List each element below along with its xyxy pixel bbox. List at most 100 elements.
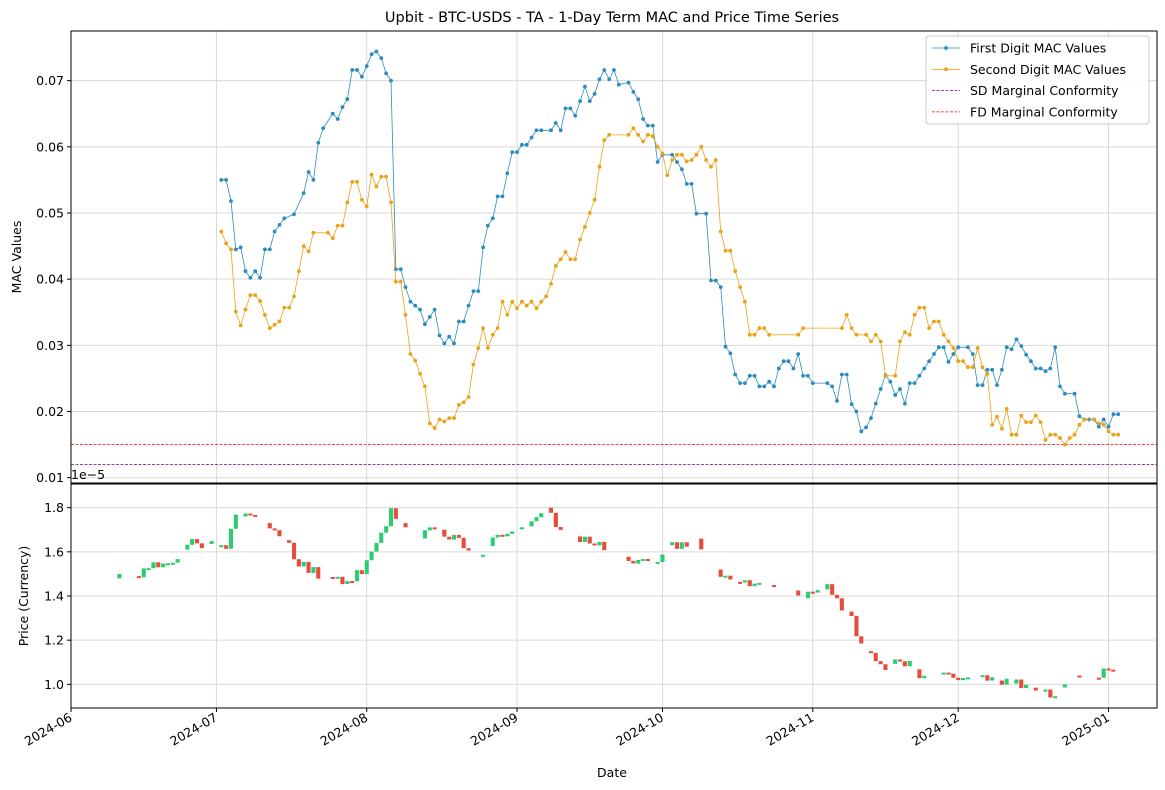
candle-up [922,675,927,679]
candle-down [946,672,951,675]
second-digit-mac-values-point [660,151,665,156]
first-digit-mac-values-point [335,117,340,121]
candle-up [170,562,175,565]
second-digit-mac-values-point [626,133,631,137]
first-digit-mac-values-point [1111,412,1116,417]
first-digit-mac-values-point [1116,412,1121,417]
second-digit-mac-values-point [946,339,951,344]
second-digit-mac-values-point [233,309,238,314]
first-digit-mac-values-point [636,97,641,102]
first-digit-mac-values-point [772,384,776,389]
candle-down [699,538,704,550]
first-digit-mac-values-point [384,71,388,76]
candle-up [219,545,224,548]
second-digit-mac-values-point [393,279,398,284]
first-digit-mac-values-point [922,366,927,371]
first-digit-mac-values-point [956,345,961,350]
second-digit-mac-values-point [384,174,388,179]
first-digit-mac-values-point [292,212,296,217]
candle-up [161,563,166,568]
second-digit-mac-values-point [427,421,432,426]
second-digit-mac-values-point [481,326,485,330]
second-digit-mac-values-point [369,172,374,177]
first-digit-mac-values-point [966,345,970,350]
first-digit-mac-values-point [505,171,510,176]
second-digit-mac-values-point [1038,420,1043,424]
first-digit-mac-values-point [825,381,830,385]
second-digit-mac-values-point [277,319,282,324]
candle-down [316,567,321,579]
mac-y-tick-label-0-06: 0.06 [36,139,64,154]
first-digit-mac-values-point [263,247,267,252]
candle-up [364,560,369,575]
second-digit-mac-values-point [1067,436,1072,440]
second-digit-mac-values-point [442,419,447,424]
first-digit-mac-values-point [369,52,374,57]
first-digit-mac-values-point [423,322,427,327]
mac-y-tick-label-0-02: 0.02 [36,404,64,419]
candle-down [859,636,864,644]
second-digit-mac-values-point [1116,432,1121,437]
first-digit-mac-values-point [490,216,495,221]
first-digit-mac-values-point [301,191,306,196]
candle-up [723,575,728,578]
first-digit-mac-values-point [917,373,922,378]
candle-up [990,677,995,681]
second-digit-mac-values-point [970,365,975,370]
second-digit-mac-values-point [743,299,747,304]
candle-down [350,581,355,583]
candle-up [175,559,180,563]
legend-label: SD Marginal Conformity [970,83,1119,98]
second-digit-mac-values-point [471,362,476,367]
second-digit-mac-values-point [534,306,539,311]
first-digit-mac-values-point [951,352,956,356]
candle-down [1048,689,1053,698]
first-digit-mac-values-point [743,381,747,385]
mac-y-axis-title: MAC Values [9,221,24,294]
first-digit-mac-values-point [694,211,699,216]
first-digit-mac-values-point [873,401,878,406]
first-digit-mac-values-point [864,425,868,430]
second-digit-mac-values-point [801,326,805,330]
candle-down [645,559,650,561]
first-digit-mac-values-point [675,160,679,164]
first-digit-mac-values-point [573,113,578,118]
candle-down [195,539,200,544]
candle-down [868,651,873,654]
first-digit-mac-values-point [684,182,689,186]
first-digit-mac-values-point [476,289,481,293]
second-digit-mac-values-point [1014,432,1019,437]
first-digit-mac-values-point [776,366,781,371]
first-digit-mac-values-point [389,78,393,83]
candle-down [956,677,961,681]
candle-down [359,570,364,575]
candle-up [1043,689,1048,692]
candle-up [660,554,665,562]
second-digit-mac-values-series [219,126,1121,447]
first-digit-mac-values-point [500,194,505,199]
second-digit-mac-values-point [229,247,233,252]
second-digit-mac-values-point [1096,421,1101,426]
first-digit-mac-values-point [680,167,684,172]
second-digit-mac-values-point [549,281,553,286]
candle-down [403,523,408,528]
candle-up [151,562,156,569]
second-digit-mac-values-point [680,152,684,157]
second-digit-mac-values-point [403,313,408,317]
first-digit-mac-values-point [747,373,752,378]
mac-y-axis: 0.01 0.02 0.03 0.04 0.05 0.06 0.07 [36,73,71,485]
first-digit-mac-values-point [835,399,839,403]
candle-down [883,664,888,670]
candle-up [146,568,151,571]
second-digit-mac-values-point [1004,407,1009,411]
candle-down [1106,668,1111,671]
second-digit-mac-values-point [941,332,946,337]
first-digit-mac-values-point [903,401,907,406]
candle-down [898,659,903,662]
candlestick-group [117,507,1116,699]
first-digit-mac-values-point [515,150,519,155]
second-digit-mac-values-point [340,223,345,228]
second-digit-mac-values-point [248,293,253,297]
candle-up [228,528,233,549]
